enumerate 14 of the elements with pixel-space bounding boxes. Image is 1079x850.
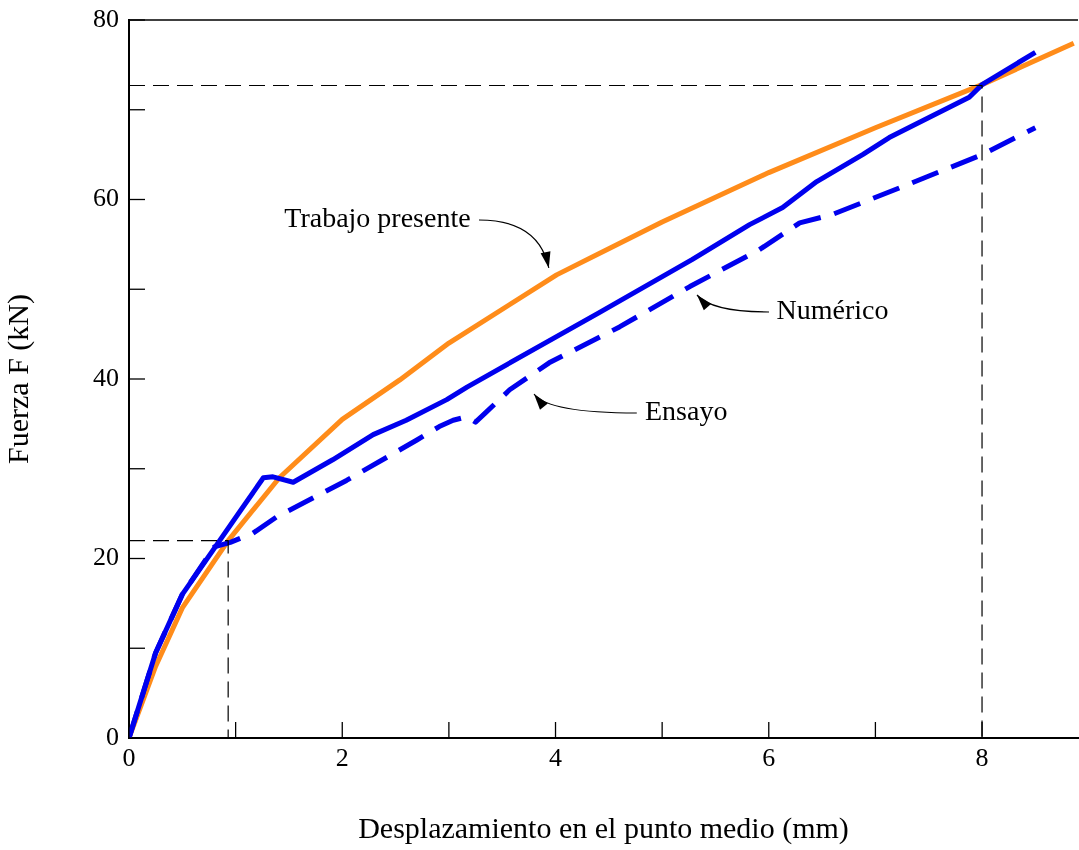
y-tick-label: 60	[93, 183, 119, 213]
y-tick-label: 40	[93, 362, 119, 392]
y-axis-title: Fuerza F (kN)	[0, 294, 35, 464]
annotation: Ensayo	[645, 395, 728, 427]
x-tick-label: 8	[975, 742, 989, 772]
annotation: Trabajo presente	[284, 202, 471, 234]
x-tick-label: 2	[335, 742, 349, 772]
y-tick-label: 80	[93, 3, 119, 33]
y-tick-label: 0	[106, 721, 119, 751]
y-tick-label: 20	[93, 542, 119, 572]
x-axis-title: Desplazamiento en el punto medio (mm)	[358, 810, 849, 845]
x-tick-label: 4	[549, 742, 563, 772]
x-tick-label: 6	[762, 742, 776, 772]
annotation: Numérico	[776, 294, 889, 326]
